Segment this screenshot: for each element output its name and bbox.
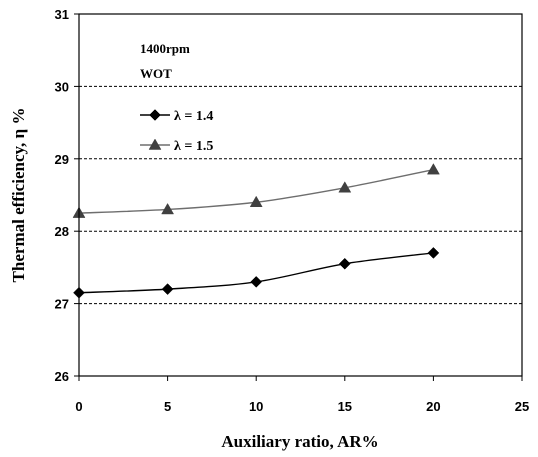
legend-label-2: λ = 1.5 [174, 139, 213, 154]
tick-layer [74, 13, 523, 381]
y-tick-label-31: 31 [55, 7, 69, 22]
x-tick-label-5: 5 [164, 399, 171, 414]
x-axis-title: Auxiliary ratio, AR% [221, 432, 378, 451]
legend-marker-2 [148, 138, 162, 150]
series-2-point-10 [249, 195, 263, 207]
x-tick-label-25: 25 [515, 399, 529, 414]
grid-layer [79, 85, 522, 305]
series-layer [72, 163, 440, 299]
x-tick-label-10: 10 [249, 399, 263, 414]
series-1-point-10 [250, 276, 263, 288]
legend-entry-1: λ = 1.4 [140, 109, 213, 124]
series-2-point-15 [338, 181, 352, 193]
legend-marker-1 [149, 109, 161, 121]
y-tick-label-29: 29 [55, 152, 69, 167]
series-2-point-20 [426, 163, 440, 175]
legend-entry-2: λ = 1.5 [140, 138, 213, 154]
y-tick-label-27: 27 [55, 297, 69, 312]
x-tick-label-0: 0 [75, 399, 82, 414]
series-1 [73, 247, 440, 299]
x-tick-label-20: 20 [426, 399, 440, 414]
y-tick-label-30: 30 [55, 79, 69, 94]
y-tick-label-28: 28 [55, 224, 69, 239]
legend: λ = 1.4 λ = 1.5 [140, 109, 213, 154]
x-tick-label-15: 15 [338, 399, 352, 414]
series-1-point-15 [338, 257, 351, 270]
series-1-point-20 [427, 247, 440, 259]
label-layer: 26 27 28 29 30 31 0 5 10 15 20 25 [55, 7, 530, 414]
y-axis-title: Thermal efficiency, η % [9, 108, 28, 283]
annotation-throttle: WOT [140, 66, 172, 81]
series-2-point-5 [161, 202, 175, 215]
series-2 [72, 163, 440, 218]
series-1-point-5 [161, 283, 174, 295]
annotation-speed: 1400rpm [140, 41, 190, 56]
plot-area-frame [78, 13, 523, 377]
y-tick-label-26: 26 [55, 369, 69, 384]
legend-label-1: λ = 1.4 [174, 109, 213, 124]
